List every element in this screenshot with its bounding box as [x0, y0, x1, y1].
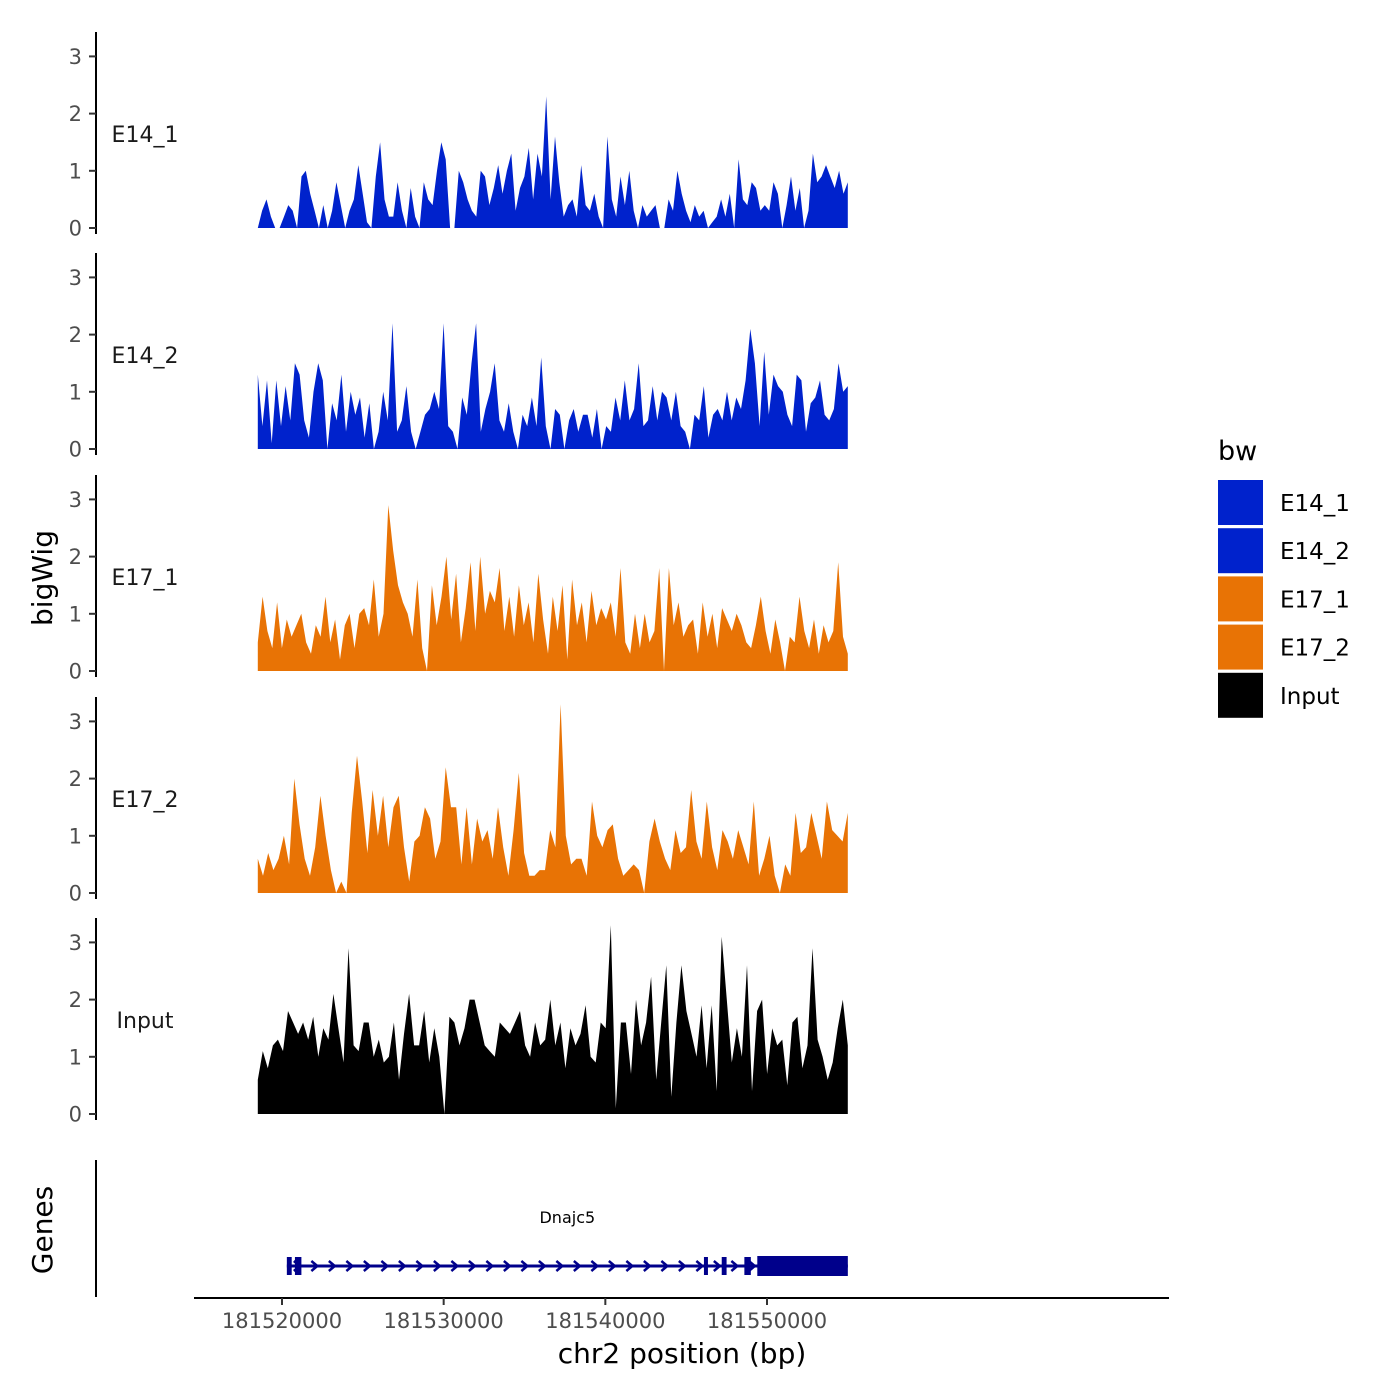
- strand-arrow-icon: [643, 1260, 652, 1272]
- exon: [721, 1257, 727, 1275]
- y-tick-label: 3: [69, 45, 82, 69]
- strand-arrow-icon: [713, 1260, 722, 1272]
- legend-label: E14_2: [1280, 539, 1350, 565]
- x-tick-label: 181530000: [384, 1309, 504, 1333]
- y-tick-label: 0: [69, 882, 82, 906]
- strand-arrow-icon: [748, 1260, 757, 1272]
- strand-arrow-icon: [415, 1260, 425, 1272]
- x-tick-label: 181520000: [222, 1309, 342, 1333]
- track-label: E17_1: [112, 566, 179, 591]
- legend-swatch: [1218, 672, 1263, 718]
- exon: [703, 1257, 708, 1275]
- strand-arrow-icon: [485, 1260, 495, 1272]
- gene-name-label: Dnajc5: [539, 1208, 595, 1227]
- legend-swatch: [1218, 624, 1263, 670]
- strand-arrow-icon: [590, 1260, 600, 1272]
- legend-label: E17_2: [1280, 636, 1350, 662]
- strand-arrow-icon: [450, 1260, 460, 1272]
- y-tick-label: 1: [69, 159, 82, 183]
- strand-arrow-icon: [695, 1260, 705, 1272]
- legend-label: E17_1: [1280, 587, 1350, 613]
- y-tick-label: 0: [69, 217, 82, 241]
- strand-arrow-icon: [468, 1260, 477, 1272]
- y-tick-label: 2: [69, 767, 82, 791]
- exon: [757, 1256, 848, 1276]
- y-tick-label: 3: [69, 710, 82, 734]
- strand-arrow-icon: [520, 1260, 530, 1272]
- gene-panel: Genes Dnajc5: [26, 1160, 848, 1297]
- y-tick-label: 0: [69, 1103, 82, 1127]
- x-tick-label: 181550000: [707, 1309, 827, 1333]
- y-tick-label: 1: [69, 380, 82, 404]
- strand-arrow-icon: [345, 1260, 355, 1272]
- strand-arrow-icon: [310, 1260, 320, 1272]
- strand-arrow-icon: [573, 1260, 582, 1272]
- strand-arrow-icon: [730, 1260, 740, 1272]
- strand-arrow-icon: [433, 1260, 442, 1272]
- legend-title: bw: [1218, 436, 1257, 467]
- x-tick-label: 181540000: [545, 1309, 665, 1333]
- legend-swatch: [1218, 480, 1263, 525]
- strand-arrow-icon: [660, 1260, 670, 1272]
- legend-swatch: [1218, 576, 1263, 622]
- track-label: Input: [117, 1009, 174, 1034]
- strand-arrow-icon: [363, 1260, 372, 1272]
- legend-label: Input: [1280, 684, 1340, 710]
- exon: [744, 1257, 751, 1275]
- track-E14_1: 0 1 2 3 E14_1: [69, 32, 848, 241]
- track-E17_1: 0 1 2 3 E17_1: [69, 475, 848, 684]
- exon: [286, 1257, 292, 1275]
- y-tick-label: 1: [69, 1045, 82, 1069]
- y-tick-label: 3: [69, 931, 82, 955]
- x-axis-title: chr2 position (bp): [558, 1337, 807, 1370]
- coverage-area: [257, 96, 848, 229]
- legend: bw E14_1 E14_2 E17_1 E17_2 Input: [1218, 436, 1350, 718]
- genes-panel-title: Genes: [26, 1186, 59, 1274]
- strand-arrow-icon: [398, 1260, 407, 1272]
- y-tick-label: 1: [69, 824, 82, 848]
- strand-arrow-icon: [538, 1260, 547, 1272]
- strand-arrow-icon: [380, 1260, 390, 1272]
- y-tick-label: 3: [69, 266, 82, 290]
- coverage-area: [257, 704, 848, 893]
- strand-arrow-icon: [555, 1260, 565, 1272]
- gene-Dnajc5: Dnajc5: [286, 1208, 848, 1276]
- exon: [294, 1257, 302, 1275]
- y-tick-label: 0: [69, 438, 82, 462]
- y-tick-label: 2: [69, 102, 82, 126]
- track-E17_2: 0 1 2 3 E17_2: [69, 697, 848, 906]
- strand-arrow-icon: [503, 1260, 512, 1272]
- y-tick-label: 1: [69, 602, 82, 626]
- y-tick-label: 0: [69, 660, 82, 684]
- track-label: E17_2: [112, 788, 179, 813]
- y-axis-title-group: bigWig: [26, 530, 59, 626]
- y-tick-label: 2: [69, 545, 82, 569]
- track-E14_2: 0 1 2 3 E14_2: [69, 253, 848, 462]
- strand-chevrons: [293, 1260, 845, 1272]
- strand-arrow-icon: [625, 1260, 635, 1272]
- coverage-area: [257, 505, 848, 671]
- coverage-area: [257, 925, 848, 1114]
- legend-swatch: [1218, 528, 1263, 574]
- strand-arrow-icon: [608, 1260, 617, 1272]
- x-axis: chr2 position (bp) 181520000 181530000 181…: [194, 1297, 1169, 1370]
- y-tick-label: 3: [69, 488, 82, 512]
- legend-label: E14_1: [1280, 491, 1350, 517]
- y-tick-label: 2: [69, 988, 82, 1012]
- strand-arrow-icon: [328, 1260, 337, 1272]
- y-tick-label: 2: [69, 323, 82, 347]
- track-label: E14_2: [112, 344, 179, 369]
- coverage-area: [257, 323, 848, 449]
- coverage-tracks: 0 1 2 3 E14_1 0 1 2 3 E14_2 0 1 2 3 E17_1 0 1 2 3 E17_2 0 1 2 3…: [69, 32, 848, 1127]
- track-Input: 0 1 2 3 Input: [69, 918, 848, 1127]
- strand-arrow-icon: [678, 1260, 687, 1272]
- track-label: E14_1: [112, 123, 179, 148]
- y-axis-title: bigWig: [26, 530, 59, 626]
